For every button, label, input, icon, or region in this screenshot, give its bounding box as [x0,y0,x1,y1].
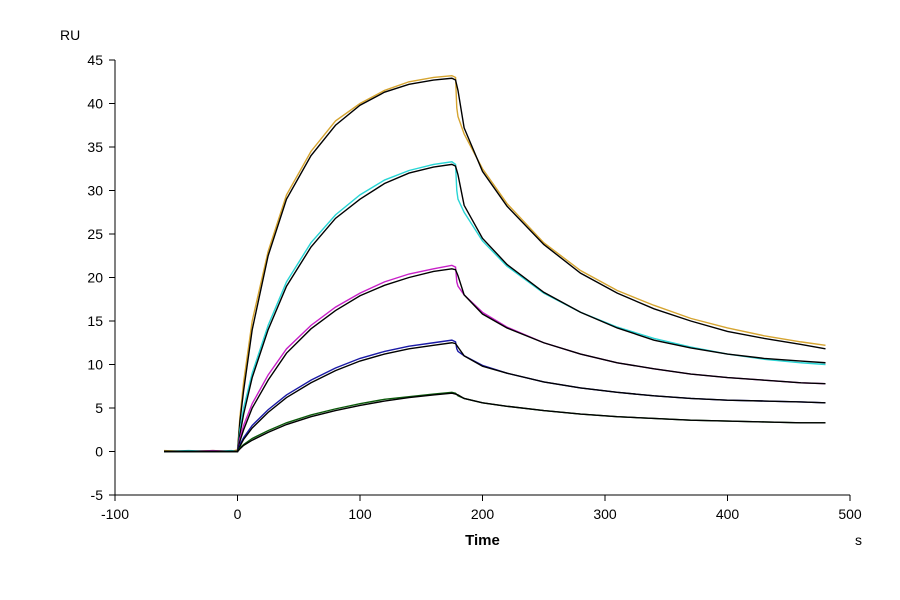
y-axis-title: RU [60,27,80,43]
y-tick-label: 10 [87,357,103,373]
y-tick-label: -5 [91,487,104,503]
y-tick-label: 0 [95,444,103,460]
x-tick-label: 200 [471,506,495,522]
x-tick-label: -100 [101,506,129,522]
x-tick-label: 300 [593,506,617,522]
y-tick-label: 20 [87,270,103,286]
x-axis-title: Time [465,532,500,549]
x-tick-label: 100 [348,506,372,522]
y-tick-label: 35 [87,139,103,155]
y-tick-label: 40 [87,96,103,112]
x-tick-label: 0 [234,506,242,522]
y-tick-label: 25 [87,226,103,242]
y-tick-label: 30 [87,183,103,199]
chart-bg [0,0,900,600]
chart-svg: -100 0 100 200 300 400 500 -5 0 5 10 15 20 25 30 35 40 45… [0,0,900,600]
y-tick-label: 45 [87,52,103,68]
sensorgram-chart: -100 0 100 200 300 400 500 -5 0 5 10 15 20 25 30 35 40 45… [0,0,900,600]
x-unit-label: s [855,532,862,548]
x-tick-label: 400 [716,506,740,522]
y-tick-label: 5 [95,400,103,416]
x-tick-label: 500 [838,506,862,522]
y-tick-label: 15 [87,313,103,329]
